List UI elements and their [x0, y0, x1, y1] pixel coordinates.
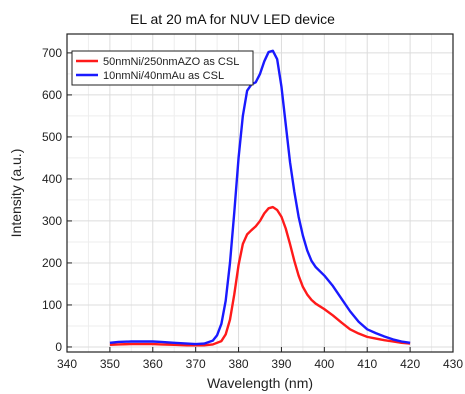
x-tick-label: 370 [186, 357, 206, 371]
y-tick-label: 500 [42, 130, 62, 144]
x-tick-label: 400 [314, 357, 334, 371]
y-axis-label: Intensity (a.u.) [8, 149, 24, 238]
y-tick-label: 600 [42, 88, 62, 102]
legend-label: 10nmNi/40nmAu as CSL [103, 70, 224, 82]
y-tick-label: 0 [55, 340, 62, 354]
legend-box [71, 50, 254, 86]
series-line-1 [109, 205, 411, 347]
y-tick-label: 700 [42, 46, 62, 60]
x-tick-label: 420 [400, 357, 420, 371]
plot-frame [66, 33, 454, 353]
x-tick-label: 380 [229, 357, 249, 371]
y-tick-label: 300 [42, 214, 62, 228]
legend-label: 50nmNi/250nmAZO as CSL [103, 56, 239, 68]
y-tick-label: 400 [42, 172, 62, 186]
tick-group: 340 350 360 370 380 390 400 410 420 430 0 100 200 300… [42, 46, 463, 371]
x-tick-label: 430 [443, 357, 463, 371]
x-tick-label: 390 [271, 357, 291, 371]
x-tick-label: 360 [143, 357, 163, 371]
y-tick-label: 100 [42, 298, 62, 312]
y-tick-label: 200 [42, 256, 62, 270]
series-line-2 [109, 49, 411, 346]
series-group [109, 49, 411, 347]
x-tick-label: 350 [100, 357, 120, 371]
legend: 50nmNi/250nmAZO as CSL 10nmNi/40nmAu as C… [71, 50, 254, 86]
x-tick-label: 340 [57, 357, 77, 371]
grid [67, 34, 453, 352]
chart-title: EL at 20 mA for NUV LED device [130, 11, 335, 27]
x-axis-label: Wavelength (nm) [207, 375, 313, 391]
x-tick-label: 410 [357, 357, 377, 371]
